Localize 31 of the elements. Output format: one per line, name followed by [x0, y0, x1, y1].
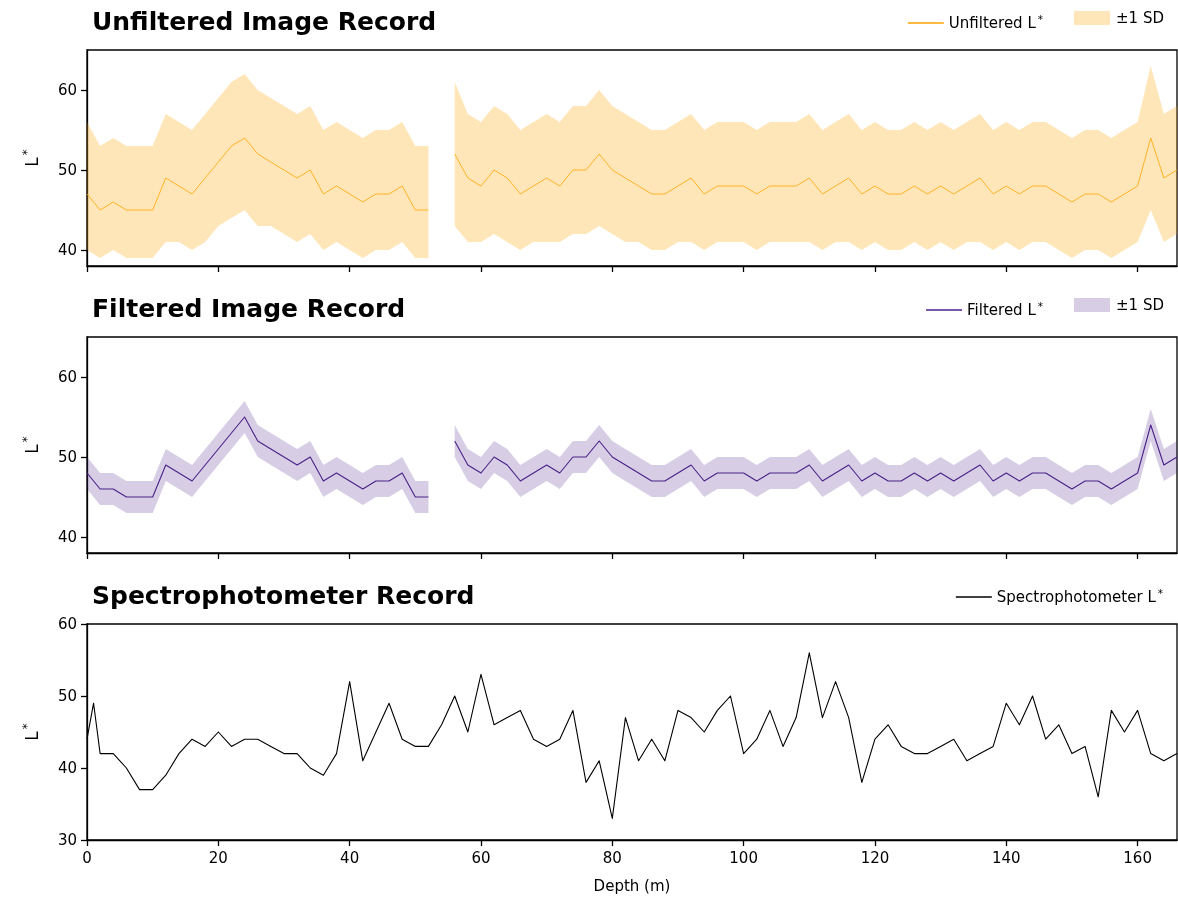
- x-tick-label: 60: [471, 848, 491, 867]
- y-tick-label: 50: [57, 687, 77, 705]
- x-tick-label: 20: [208, 848, 228, 867]
- x-tick-label: 100: [729, 848, 758, 867]
- y-tick-label: 30: [57, 831, 77, 849]
- y-tick-label: 40: [57, 241, 77, 259]
- chart-title: Filtered Image Record: [92, 294, 406, 323]
- y-tick-label: 50: [57, 448, 77, 466]
- y-tick-label: 40: [57, 528, 77, 546]
- chart-title: Unfiltered Image Record: [92, 7, 437, 36]
- legend-label: Unfiltered L*: [948, 12, 1043, 32]
- y-tick-label: 60: [57, 81, 77, 99]
- y-tick-label: 60: [57, 615, 77, 633]
- y-tick-label: 40: [57, 759, 77, 777]
- x-axis-title: Depth (m): [593, 876, 671, 895]
- x-tick-label: 120: [860, 848, 890, 867]
- y-axis-title: L*: [19, 149, 42, 167]
- y-axis-title: L*: [19, 436, 42, 454]
- x-tick-label: 40: [340, 848, 360, 867]
- x-tick-label: 80: [602, 848, 622, 867]
- x-tick-label: 140: [991, 848, 1021, 867]
- chart-title: Spectrophotometer Record: [92, 581, 475, 610]
- x-tick-label: 0: [82, 848, 92, 867]
- legend-label: Filtered L*: [967, 299, 1043, 319]
- x-tick-label: 160: [1123, 848, 1152, 867]
- y-tick-label: 60: [57, 368, 77, 386]
- text: ±1 SD: [1116, 9, 1164, 27]
- legend-label: Spectrophotometer L*: [996, 586, 1163, 606]
- y-axis-title: L*: [19, 723, 42, 741]
- text: ±1 SD: [1116, 296, 1164, 314]
- y-tick-label: 50: [57, 161, 77, 179]
